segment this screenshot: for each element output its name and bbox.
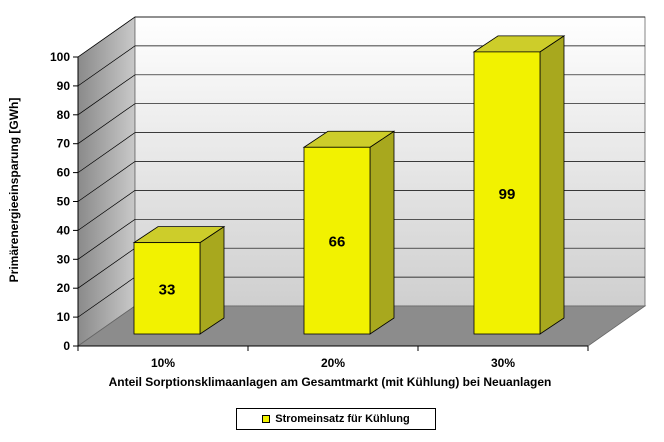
bar-side-face [539,35,565,335]
y-tick-label: 50 [57,195,71,209]
x-tick-label: 30% [491,356,515,370]
bar-side-face [199,225,225,335]
x-axis-title: Anteil Sorptionsklimaanlagen am Gesamtma… [109,375,552,389]
y-axis-ticks: 0 10 20 30 40 50 60 70 80 90 100 [50,50,588,353]
y-tick-label: 0 [63,339,70,353]
legend-swatch [262,415,271,423]
legend-label: Stromeinsatz für Kühlung [275,413,410,425]
x-tick-label: 20% [321,356,345,370]
gridline [77,16,645,58]
y-tick-label: 90 [57,79,71,93]
y-tick-label: 20 [57,281,71,295]
legend: Stromeinsatz für Kühlung [236,408,436,430]
data-label: 99 [499,186,516,203]
bars: 33 66 99 [132,35,566,335]
data-label: 66 [329,234,346,251]
y-tick-label: 10 [57,310,71,324]
bar-side-face [369,130,395,335]
y-tick-label: 80 [57,108,71,122]
y-tick-label: 60 [57,166,71,180]
y-tick-label: 70 [57,137,71,151]
y-tick-label: 100 [50,50,70,64]
bar [303,146,371,335]
y-axis-title: Primärenergieeinsparung [GWh] [7,98,21,283]
x-axis-ticks: 10% 20% 30% [77,346,589,370]
data-label: 33 [159,281,176,298]
bar [133,242,201,335]
y-tick-label: 30 [57,252,71,266]
y-tick-label: 40 [57,223,71,237]
x-tick-label: 10% [151,356,175,370]
gridline [77,45,645,87]
bar [473,51,541,335]
